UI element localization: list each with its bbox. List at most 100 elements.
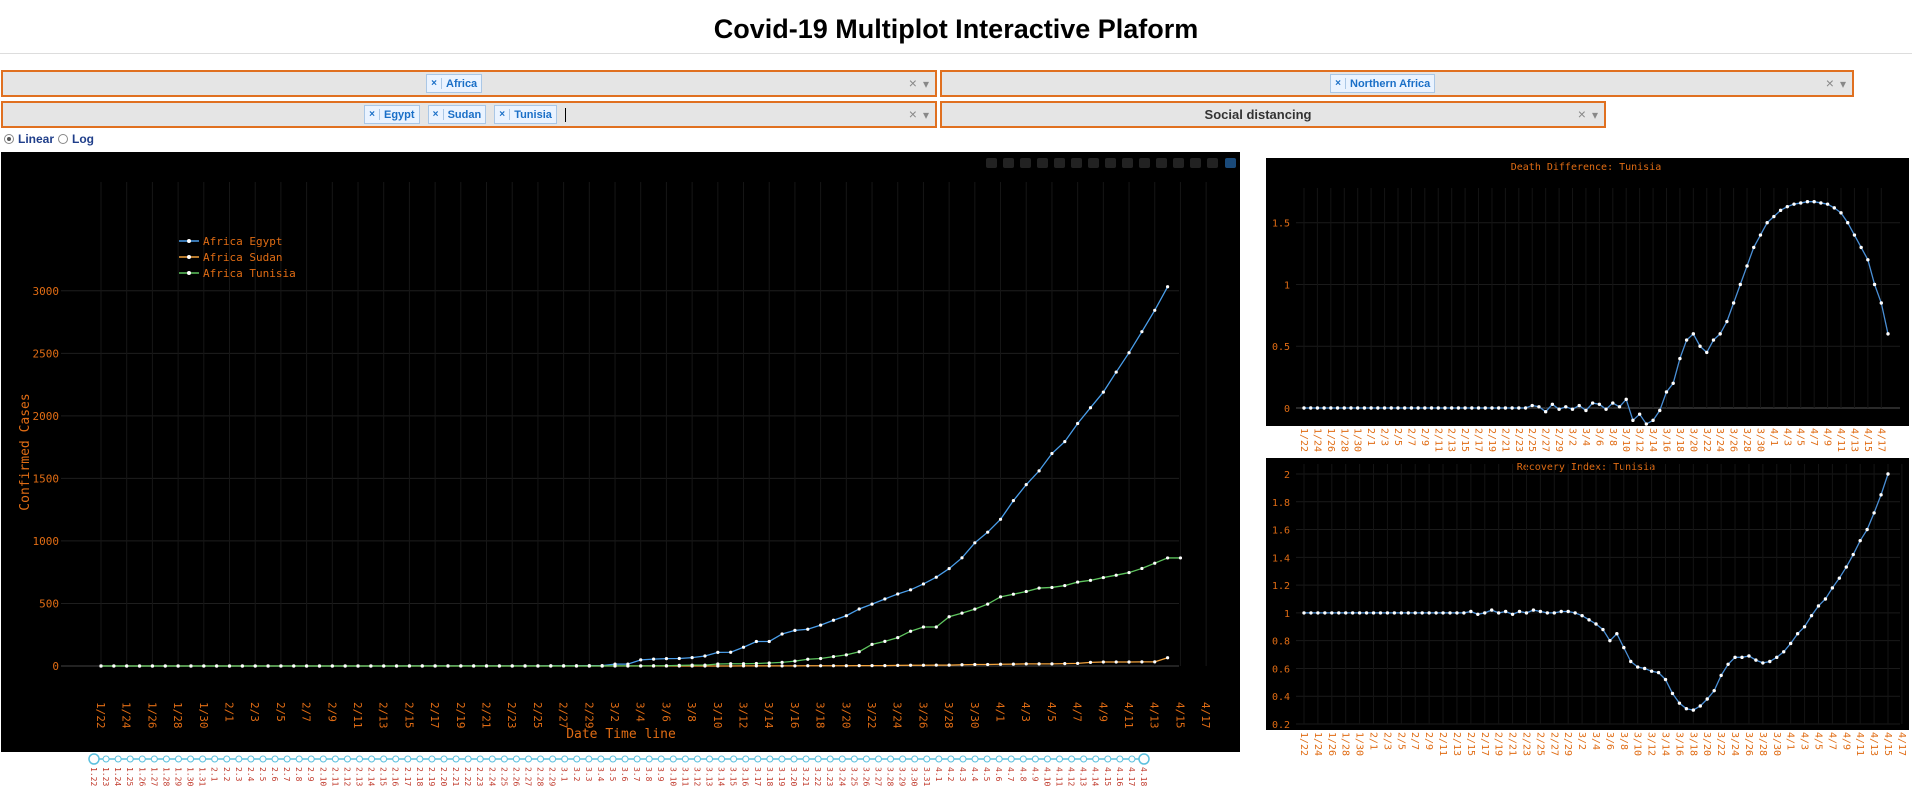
chevron-down-icon[interactable]: ▾ (1591, 108, 1598, 122)
slider-tick-label: 4.2 (946, 767, 955, 782)
radio-log-label[interactable]: Log (72, 132, 95, 146)
data-point (1731, 301, 1736, 305)
data-point (176, 664, 180, 668)
data-point (741, 662, 746, 666)
data-point (1782, 650, 1786, 654)
slider-tick-label: 4.18 (1139, 767, 1148, 786)
series-line (1304, 201, 1889, 425)
legend-label: Africa Sudan (203, 251, 282, 264)
data-point (1865, 527, 1869, 532)
x-tick-label: 3/22 (865, 702, 878, 729)
x-tick-label: 3/24 (891, 702, 904, 729)
x-tick-label: 1/24 (1311, 428, 1322, 452)
slider-dot (730, 755, 738, 763)
clear-icon[interactable]: × (908, 106, 917, 122)
x-tick-label: 2/25 (531, 702, 544, 729)
data-point (806, 657, 810, 661)
x-tick-label: 2/15 (1459, 428, 1470, 452)
plotly-logo-icon (1225, 158, 1236, 168)
chevron-down-icon[interactable]: ▾ (1839, 77, 1846, 91)
death-difference-x-axis: 1/22 1/24 1/26 1/28 1/30 2/1 2/3 2/5 2/7 2/9 2/11 2… (1298, 428, 1886, 452)
chevron-down-icon[interactable]: ▾ (922, 108, 929, 122)
range-slider[interactable]: 1.22 1.23 1.24 1.25 1.26 1.27 1.28 1.29 1.30 1.31… (80, 752, 1160, 802)
region-dropdown[interactable]: × Northern Africa × ▾ (940, 70, 1854, 97)
x-tick-label: 2/21 (1507, 732, 1518, 756)
slider-dot (126, 755, 134, 763)
data-point (1637, 412, 1642, 416)
y-tick-label: 1.2 (1272, 581, 1290, 592)
x-tick-label: 2/23 (505, 702, 518, 729)
chevron-down-icon[interactable]: ▾ (922, 77, 929, 91)
data-point (1114, 660, 1118, 664)
clear-icon[interactable]: × (908, 75, 917, 91)
toolbar-icon (1207, 158, 1218, 168)
clear-icon[interactable]: × (1825, 75, 1834, 91)
slider-tick-label: 3.23 (825, 767, 834, 786)
remove-tag-icon[interactable]: × (1331, 78, 1346, 89)
x-tick-label: 2/5 (1395, 732, 1406, 750)
data-point (1503, 609, 1508, 614)
slider-dot (573, 755, 581, 763)
data-point (1537, 405, 1541, 409)
data-point (536, 664, 540, 668)
x-tick-label: 2/9 (1419, 428, 1430, 446)
y-tick-label: 0.4 (1272, 692, 1290, 703)
x-tick-label: 3/16 (788, 702, 801, 729)
data-point (1344, 611, 1348, 615)
clear-icon[interactable]: × (1577, 106, 1586, 122)
slider-dot (1116, 755, 1124, 763)
data-point (600, 664, 604, 668)
data-point (1837, 576, 1842, 580)
toolbar-icon (1054, 158, 1065, 168)
x-tick-label: 3/8 (685, 702, 698, 722)
x-tick-label: 1/22 (1298, 428, 1309, 452)
x-tick-label: 2/17 (1479, 732, 1490, 756)
radio-linear[interactable] (4, 134, 14, 144)
data-point (1644, 422, 1649, 426)
data-point (202, 664, 206, 668)
x-tick-label: 4/15 (1862, 428, 1873, 452)
remove-tag-icon[interactable]: × (429, 109, 444, 120)
x-tick-label: 3/30 (968, 702, 981, 729)
data-point (1872, 282, 1877, 287)
remove-tag-icon[interactable]: × (427, 78, 442, 89)
slider-dot (392, 755, 400, 763)
measure-dropdown[interactable]: Social distancing × ▾ (940, 101, 1606, 128)
data-point (1651, 418, 1655, 423)
data-point (1552, 611, 1556, 615)
x-tick-label: 4/1 (1768, 428, 1779, 446)
slider-tick-label: 4.13 (1079, 767, 1088, 786)
data-point (1448, 611, 1452, 615)
country-tag: × Tunisia (494, 105, 557, 124)
x-tick-label: 3/26 (1728, 428, 1739, 452)
scale-radio-group: Linear Log (4, 132, 94, 146)
data-point (831, 618, 836, 622)
data-point (1698, 344, 1702, 348)
remove-tag-icon[interactable]: × (365, 109, 380, 120)
data-point (896, 592, 900, 596)
data-point (998, 662, 1003, 666)
x-tick-label: 4/13 (1148, 702, 1161, 729)
data-point (227, 664, 232, 668)
data-point (780, 660, 784, 664)
radio-linear-label[interactable]: Linear (18, 132, 55, 146)
continent-dropdown[interactable]: × Africa × ▾ (1, 70, 937, 97)
slider-tick-label: 2.7 (282, 767, 291, 782)
data-point (1557, 407, 1561, 411)
remove-tag-icon[interactable]: × (495, 109, 511, 120)
text-cursor[interactable] (564, 107, 566, 122)
y-tick-label: 2500 (33, 347, 60, 360)
slider-dot (331, 755, 339, 763)
recovery-index-chart: Recovery Index: Tunisia 0.2 0.4 0.6 0.8 1 1.2 1… (1272, 462, 1903, 731)
data-point (1663, 677, 1668, 682)
slider-dot (102, 755, 110, 763)
slider-dot (174, 755, 182, 763)
x-tick-label: 2/21 (480, 702, 493, 729)
radio-log[interactable] (58, 134, 69, 144)
slider-dot (826, 755, 834, 763)
page-title: Covid-19 Multiplot Interactive Plaform (713, 14, 1199, 44)
country-dropdown[interactable]: × Egypt × Sudan × Tunisia × ▾ (1, 101, 937, 128)
slider-tick-label: 2.26 (511, 767, 520, 786)
data-point (266, 664, 270, 668)
data-point (934, 575, 938, 579)
